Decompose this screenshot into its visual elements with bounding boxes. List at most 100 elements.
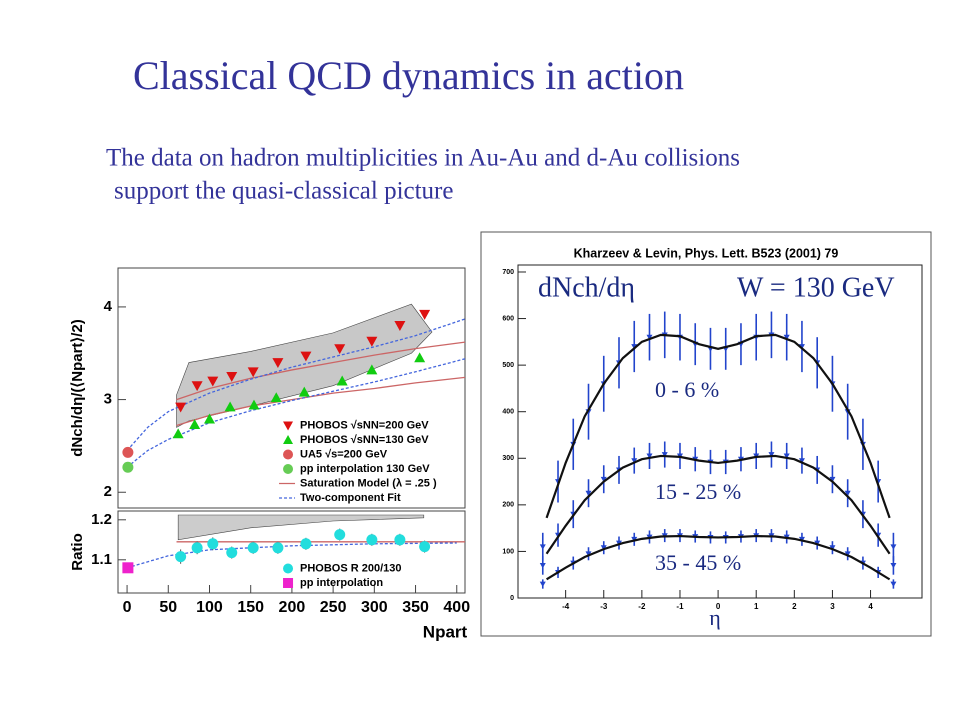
point <box>272 358 284 369</box>
point <box>646 334 653 341</box>
x-tick-label: -1 <box>676 602 684 611</box>
point <box>272 542 284 554</box>
point <box>783 453 790 459</box>
point <box>298 386 310 397</box>
panel-subtitle: W = 130 GeV <box>737 272 895 303</box>
y-tick-label: 300 <box>502 455 514 462</box>
x-tick-label: 1 <box>754 602 759 611</box>
point <box>283 578 294 588</box>
legend-label: Saturation Model (λ = .25 ) <box>300 477 437 489</box>
caption: Kharzeev & Levin, Phys. Lett. B523 (2001… <box>574 246 839 260</box>
point <box>890 581 897 588</box>
point <box>844 551 851 557</box>
y-tick-label: 700 <box>502 269 514 276</box>
y-tick-label: 4 <box>104 298 113 315</box>
point <box>175 402 187 413</box>
point <box>646 453 653 459</box>
x-tick-label: 2 <box>792 602 797 611</box>
series-label: 35 - 45 % <box>655 550 741 575</box>
point <box>366 534 378 546</box>
point <box>191 381 203 392</box>
point <box>394 534 406 546</box>
x-tick-label: 3 <box>830 602 835 611</box>
point <box>189 419 201 430</box>
point <box>283 435 294 444</box>
point <box>798 458 805 464</box>
point <box>248 399 260 410</box>
y-tick-label: 2 <box>104 483 112 500</box>
x-tick-label: 400 <box>443 599 470 616</box>
y-axis-label: dNch/dη/(⟨Npart⟩/2) <box>69 319 86 457</box>
x-tick-label: 200 <box>279 599 306 616</box>
point <box>122 461 134 473</box>
point <box>419 309 431 320</box>
x-axis-label: η <box>709 605 721 630</box>
curve <box>545 333 891 519</box>
figure-frame <box>480 231 932 637</box>
legend-label: UA5 √s=200 GeV <box>300 448 388 460</box>
body-line: The data on hadron multiplicities in Au-… <box>106 145 740 172</box>
point <box>890 562 897 569</box>
curve <box>545 454 891 555</box>
point <box>207 376 219 387</box>
x-tick-label: 4 <box>868 602 873 611</box>
point <box>191 542 203 554</box>
curve <box>126 358 466 468</box>
point <box>283 449 294 460</box>
point <box>283 563 294 574</box>
band <box>177 514 425 541</box>
legend-label: PHOBOS √sNN=130 GeV <box>300 434 429 446</box>
point <box>283 464 294 474</box>
y-tick-label: 600 <box>502 315 514 322</box>
point <box>334 344 346 355</box>
slide-title: Classical QCD dynamics in action <box>133 53 684 98</box>
point <box>631 344 638 350</box>
plot-frame <box>517 264 923 599</box>
x-axis-label: Npart <box>423 622 468 641</box>
point <box>585 551 592 557</box>
point <box>224 401 236 412</box>
legend-label: Two-component Fit <box>300 492 401 504</box>
body-line: support the quasi-classical picture <box>114 178 453 205</box>
point <box>829 476 836 483</box>
x-tick-label: -3 <box>600 602 608 611</box>
point <box>844 490 851 497</box>
point <box>585 490 592 497</box>
point <box>122 446 134 458</box>
point <box>300 538 312 550</box>
x-tick-label: 100 <box>196 599 223 616</box>
x-tick-label: -4 <box>562 602 570 611</box>
x-tick-label: 0 <box>123 599 132 616</box>
y-axis-label: Ratio <box>69 533 86 571</box>
point <box>175 551 187 563</box>
curve <box>546 534 891 581</box>
x-tick-label: 350 <box>402 599 429 616</box>
curve <box>176 341 466 401</box>
x-tick-label: -2 <box>638 602 646 611</box>
point <box>336 375 348 386</box>
point <box>366 336 378 347</box>
y-tick-label: 500 <box>502 362 514 369</box>
point <box>661 452 668 458</box>
point <box>247 367 259 378</box>
point <box>226 372 238 382</box>
point <box>247 542 259 554</box>
point <box>798 344 805 350</box>
point <box>122 562 134 574</box>
curve <box>126 318 466 451</box>
y-tick-label: 3 <box>104 391 112 408</box>
point <box>414 352 426 363</box>
point <box>172 428 184 439</box>
point <box>203 413 215 424</box>
point <box>539 544 546 550</box>
x-tick-label: 0 <box>716 602 721 611</box>
legend-label: PHOBOS √sNN=200 GeV <box>300 419 429 431</box>
point <box>539 562 546 569</box>
point <box>783 334 790 341</box>
point <box>366 364 378 375</box>
point <box>600 476 607 483</box>
panel-title: dNch/dη <box>538 272 635 303</box>
point <box>631 458 638 464</box>
point <box>539 581 546 588</box>
